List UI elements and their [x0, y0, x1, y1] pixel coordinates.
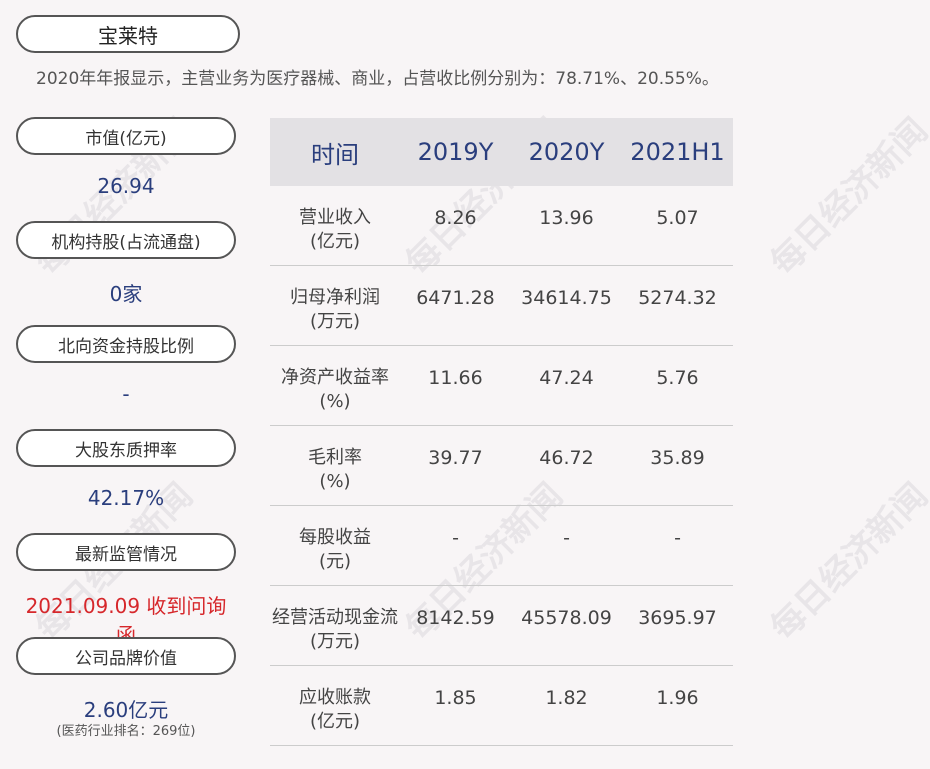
- regulation-label: 最新监管情况: [16, 533, 236, 571]
- pledge-rate-value: 42.17%: [87, 486, 165, 510]
- header-cell: 2020Y: [528, 138, 605, 166]
- table-body: 营业收入 (亿元) 8.26 13.96 5.07 归母净利润 (万元) 6471.28 346…: [270, 186, 733, 746]
- row-label-name: 净资产收益率: [281, 367, 389, 388]
- table-row: 毛利率 (%) 39.77 46.72 35.89: [270, 426, 733, 506]
- watermark: 每日经济新闻: [763, 110, 930, 284]
- row-label-unit: (万元): [309, 311, 361, 332]
- row-label: 毛利率 (%): [270, 426, 400, 494]
- row-label: 每股收益 (元): [270, 506, 400, 574]
- institution-holding-value: 0家: [109, 282, 143, 306]
- northbound-label: 北向资金持股比例: [16, 325, 236, 363]
- row-label: 营业收入 (亿元): [270, 186, 400, 254]
- row-label-unit: (%): [319, 471, 351, 492]
- row-label: 应收账款 (亿元): [270, 666, 400, 734]
- table-cell: 8142.59: [416, 607, 495, 629]
- business-summary: 2020年年报显示，主营业务为医疗器械、商业，占营收比例分别为：78.71%、2…: [36, 69, 719, 89]
- table-cell: -: [563, 527, 570, 549]
- row-label-name: 应收账款: [299, 687, 371, 708]
- pledge-rate-label: 大股东质押率: [16, 429, 236, 467]
- table-row: 营业收入 (亿元) 8.26 13.96 5.07: [270, 186, 733, 266]
- table-cell: 3695.97: [638, 607, 717, 629]
- table-cell: 5.07: [656, 207, 699, 229]
- financial-table: 时间 2019Y 2020Y 2021H1 营业收入 (亿元) 8.26 13.96 5…: [270, 118, 733, 746]
- table-row: 应收账款 (亿元) 1.85 1.82 1.96: [270, 666, 733, 746]
- table-cell: -: [452, 527, 459, 549]
- table-cell: -: [674, 527, 681, 549]
- table-row: 归母净利润 (万元) 6471.28 34614.75 5274.32: [270, 266, 733, 346]
- brand-rank-note: (医药行业排名：269位): [56, 724, 196, 739]
- row-label-name: 归母净利润: [290, 287, 380, 308]
- table-cell: 5.76: [656, 367, 699, 389]
- row-label: 经营活动现金流 (万元): [270, 586, 400, 654]
- table-cell: 1.96: [656, 687, 699, 709]
- table-row: 每股收益 (元) - - -: [270, 506, 733, 586]
- row-label-unit: (元): [318, 551, 352, 572]
- table-row: 经营活动现金流 (万元) 8142.59 45578.09 3695.97: [270, 586, 733, 666]
- institution-holding-label: 机构持股(占流通盘): [16, 221, 236, 259]
- row-label-name: 每股收益: [299, 527, 371, 548]
- table-cell: 11.66: [428, 367, 483, 389]
- table-cell: 6471.28: [416, 287, 495, 309]
- table-cell: 13.96: [539, 207, 594, 229]
- table-cell: 1.85: [434, 687, 477, 709]
- table-cell: 45578.09: [521, 607, 612, 629]
- header-cell: 2019Y: [417, 138, 494, 166]
- table-cell: 5274.32: [638, 287, 717, 309]
- header-cell: 时间: [311, 140, 359, 169]
- row-label-name: 经营活动现金流: [272, 607, 398, 628]
- row-label: 归母净利润 (万元): [270, 266, 400, 334]
- watermark: 每日经济新闻: [763, 475, 930, 649]
- company-title: 宝莱特: [16, 15, 240, 53]
- row-label-unit: (亿元): [309, 711, 361, 732]
- table-cell: 34614.75: [521, 287, 612, 309]
- table-cell: 8.26: [434, 207, 477, 229]
- table-cell: 39.77: [428, 447, 483, 469]
- row-label-name: 毛利率: [308, 447, 362, 468]
- table-cell: 1.82: [545, 687, 588, 709]
- northbound-value: -: [122, 382, 130, 406]
- table-header: 时间 2019Y 2020Y 2021H1: [270, 118, 733, 186]
- row-label-unit: (万元): [309, 631, 361, 652]
- row-label-unit: (亿元): [309, 231, 361, 252]
- row-label: 净资产收益率 (%): [270, 346, 400, 414]
- row-label-name: 营业收入: [299, 207, 371, 228]
- table-cell: 47.24: [539, 367, 594, 389]
- brand-value-label: 公司品牌价值: [16, 637, 236, 675]
- row-label-unit: (%): [319, 391, 351, 412]
- table-cell: 35.89: [650, 447, 705, 469]
- header-cell: 2021H1: [630, 138, 725, 166]
- table-cell: 46.72: [539, 447, 594, 469]
- market-value-label: 市值(亿元): [16, 117, 236, 155]
- brand-value: 2.60亿元: [83, 698, 169, 722]
- table-row: 净资产收益率 (%) 11.66 47.24 5.76: [270, 346, 733, 426]
- market-value: 26.94: [97, 174, 155, 198]
